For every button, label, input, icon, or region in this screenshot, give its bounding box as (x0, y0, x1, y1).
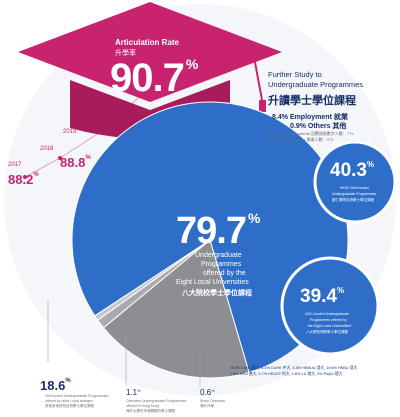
cap-tassel-cord (254, 61, 263, 101)
trend-year-2017: 2017 (8, 162, 22, 168)
rate-label: Articulation Rate (115, 38, 180, 47)
further-study-title-1: Further Study to (268, 70, 322, 79)
employment-text: 8.4% Employment 就業 (272, 114, 348, 121)
badge-top-value-number: 40.3 (330, 160, 367, 181)
cap-top (18, 2, 282, 102)
badge-bottom-value: 39.4% (300, 286, 344, 308)
badge-top-circle (313, 140, 397, 224)
graduates-text: Number of graduates 畢業人數：973 (268, 137, 334, 142)
trend-value-2018-unit: % (85, 155, 91, 161)
further-study-title-zh: 升讀學士學位課程 (268, 95, 356, 107)
badge-bottom-value-unit: % (336, 286, 345, 295)
cap-tassel (259, 100, 266, 112)
badge-top-line1: HKSU Self-funded (340, 186, 369, 190)
badge-top-line2: Undergraduate Programmes (332, 192, 377, 196)
badge-top-line3: 樹仁學院自資學士學位課程 (332, 198, 374, 202)
bottom-label-1-line3: 其他本地院校自資學士學位課程 (45, 404, 94, 408)
bottom-label-3-line1: Study Overseas (200, 399, 225, 403)
bottom-label-3-unit: % (211, 388, 215, 393)
rate-value-unit: % (185, 56, 198, 72)
main-slice-line2: Programmes (201, 261, 242, 268)
rate-value: 90.7% (110, 56, 198, 101)
bottom-label-3-value: 0.6% (200, 388, 215, 397)
badge-top-value: 40.3% (330, 160, 374, 182)
main-slice-value-number: 79.7 (176, 210, 247, 252)
pie-slice-study-overseas (94, 239, 211, 321)
further-study-title-2: Undergraduate Programmes (268, 80, 364, 89)
bottom-label-3-line2: 海外升學 (200, 404, 214, 408)
bottom-label-2-number: 1.1 (126, 388, 138, 397)
trend-value-2018: 88.8% (60, 155, 91, 170)
bottom-label-1-value: 18.6% (40, 378, 71, 393)
badge-bottom-line1: UGC-funded Undergraduate (305, 312, 349, 316)
others-text: 0.9% Others 其他 (290, 123, 347, 130)
bottom-label-2-line2: offered in Hong Kong (126, 404, 160, 408)
bottom-label-1-unit: % (65, 378, 71, 384)
trend-value-2018-number: 88.8 (60, 155, 86, 170)
bottom-label-2-unit: % (137, 388, 141, 393)
rate-label-zh: 升學率 (115, 50, 136, 57)
bottom-label-3-number: 0.6 (200, 388, 212, 397)
main-slice-line4: Eight Local Universities (176, 279, 249, 286)
badge-bottom-value-number: 39.4 (300, 286, 337, 307)
bottom-label-2-line3: 海外大學在本港開辦的學士課程 (126, 409, 175, 413)
badge-bottom-line2: Programmes offered by (310, 318, 347, 322)
main-slice-line5: 八大院校學士學位課程 (182, 290, 252, 297)
pie-chart (71, 101, 349, 379)
trend-value-2017-number: 88.2 (8, 172, 34, 187)
bottom-label-1-line1: Self-funded Undergraduate Programmes (45, 394, 109, 398)
bottom-label-1-line2: offered by other Local colleges (45, 399, 93, 403)
trend-point-2018 (58, 156, 62, 160)
main-slice-line1: Undergraduate (195, 252, 242, 259)
bottom-label-1-number: 18.6 (40, 378, 66, 393)
badge-top-value-unit: % (366, 160, 375, 169)
trend-value-2017: 88.2% (8, 172, 39, 187)
respondents-text: Number of respondents 回覆調查數字人數：779 (268, 131, 354, 136)
footnote-line1: *8.3% CityU 城大, 6.1% CUHK 中大, 4.3% HKBUU… (230, 366, 358, 370)
bottom-label-2-line1: Overseas Undergraduate Programmes (126, 399, 187, 403)
main-slice-value: 79.7% (176, 210, 260, 253)
trend-year-2018: 2018 (40, 146, 54, 152)
footnote-line2: 1.6% HKU 港大, 0.7% HKUST 科大, 1.6% LU 嶺大, … (230, 372, 343, 376)
trend-point-2017 (23, 175, 27, 179)
trend-value-2017-unit: % (33, 172, 39, 178)
main-slice-line3: offered by the (203, 270, 246, 277)
trend-year-2019: 2019 (63, 129, 77, 135)
badge-bottom-line4: 八大院校資助學士學位課程 (306, 330, 348, 334)
rate-value-number: 90.7 (110, 56, 185, 100)
main-slice-value-unit: % (247, 210, 260, 226)
pie-slice-other-local (102, 239, 250, 379)
badge-bottom-circle (280, 256, 380, 356)
badge-bottom-line3: the Eight Local Universities* (308, 324, 352, 328)
bottom-label-2-value: 1.1% (126, 388, 141, 397)
